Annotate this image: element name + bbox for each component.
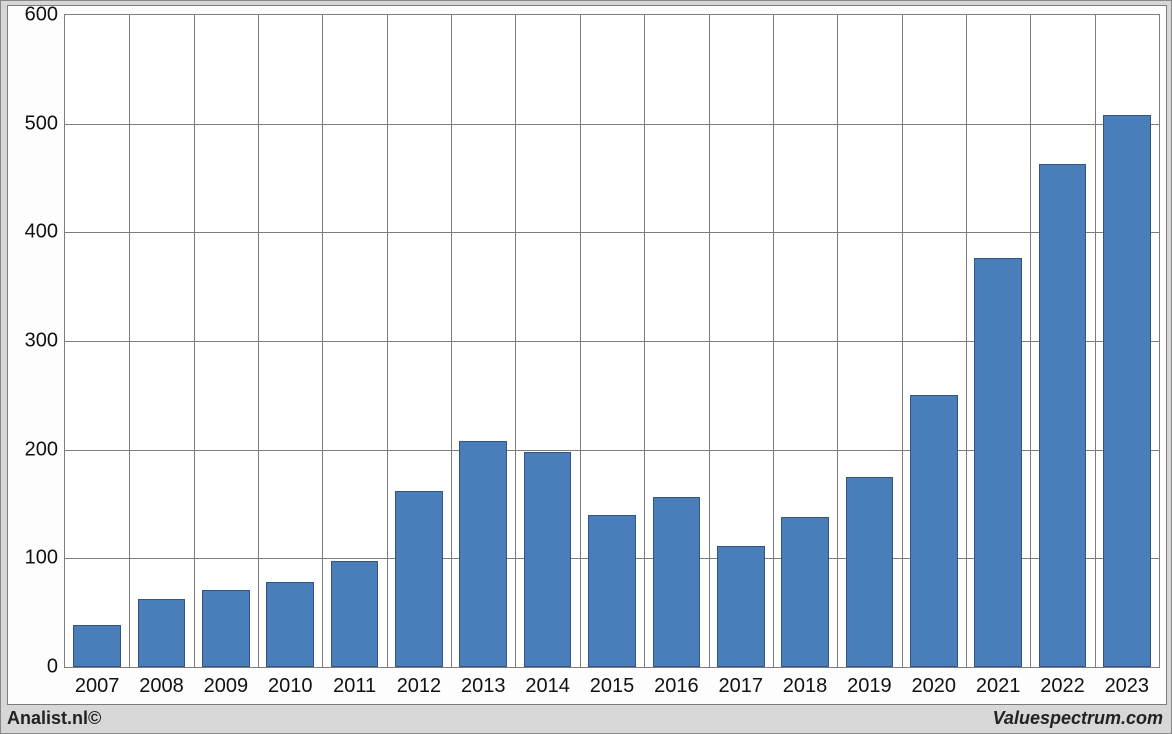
gridline-v — [451, 15, 452, 667]
gridline-v — [258, 15, 259, 667]
bar — [717, 546, 765, 667]
x-tick-label: 2019 — [847, 675, 892, 698]
gridline-v — [1030, 15, 1031, 667]
y-tick-label: 500 — [10, 112, 58, 135]
chart-container: 0 100 200 300 400 500 600 2007 2008 2009 2010 2011 2… — [0, 0, 1172, 734]
x-tick-label: 2020 — [912, 675, 957, 698]
bar — [974, 258, 1022, 667]
gridline-h — [65, 124, 1159, 125]
x-tick-label: 2013 — [461, 675, 506, 698]
x-tick-label: 2022 — [1040, 675, 1085, 698]
x-tick-label: 2010 — [268, 675, 313, 698]
bar — [1039, 164, 1087, 667]
bar — [395, 491, 443, 667]
gridline-v — [773, 15, 774, 667]
bar — [588, 515, 636, 667]
plot-area — [64, 14, 1160, 668]
x-tick-label: 2017 — [718, 675, 763, 698]
x-tick-label: 2007 — [75, 675, 120, 698]
x-tick-label: 2015 — [590, 675, 635, 698]
bar — [653, 497, 701, 667]
footer-left: Analist.nl© — [7, 708, 101, 729]
y-tick-label: 200 — [10, 438, 58, 461]
bar — [459, 441, 507, 667]
y-tick-label: 400 — [10, 221, 58, 244]
bar — [524, 452, 572, 667]
footer-right: Valuespectrum.com — [993, 708, 1163, 729]
gridline-v — [644, 15, 645, 667]
bar — [846, 477, 894, 667]
bar — [202, 590, 250, 667]
gridline-v — [902, 15, 903, 667]
gridline-v — [837, 15, 838, 667]
gridline-v — [194, 15, 195, 667]
gridline-v — [709, 15, 710, 667]
x-tick-label: 2009 — [204, 675, 249, 698]
bar — [138, 599, 186, 667]
x-tick-label: 2012 — [397, 675, 442, 698]
y-tick-label: 0 — [10, 656, 58, 679]
x-tick-label: 2016 — [654, 675, 699, 698]
bar — [910, 395, 958, 667]
x-tick-label: 2021 — [976, 675, 1021, 698]
y-tick-label: 600 — [10, 4, 58, 27]
x-tick-label: 2023 — [1105, 675, 1150, 698]
gridline-h — [65, 232, 1159, 233]
x-tick-label: 2008 — [139, 675, 184, 698]
gridline-v — [966, 15, 967, 667]
bar — [781, 517, 829, 667]
gridline-v — [1095, 15, 1096, 667]
gridline-v — [387, 15, 388, 667]
bar — [73, 625, 121, 667]
plot-wrap: 0 100 200 300 400 500 600 2007 2008 2009 2010 2011 2… — [7, 5, 1167, 705]
bar — [331, 561, 379, 667]
bar — [266, 582, 314, 667]
x-tick-label: 2014 — [525, 675, 570, 698]
y-tick-label: 300 — [10, 330, 58, 353]
gridline-v — [580, 15, 581, 667]
gridline-v — [515, 15, 516, 667]
x-tick-label: 2011 — [333, 675, 376, 698]
gridline-v — [129, 15, 130, 667]
bar — [1103, 115, 1151, 667]
gridline-v — [322, 15, 323, 667]
x-tick-label: 2018 — [783, 675, 828, 698]
y-tick-label: 100 — [10, 547, 58, 570]
